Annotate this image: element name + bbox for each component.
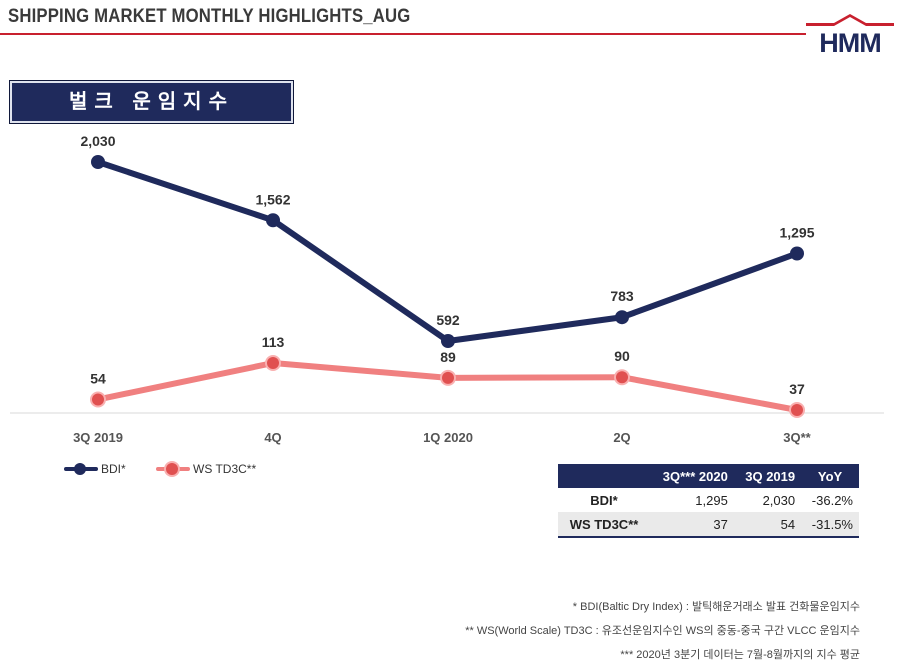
data-point-ws	[442, 371, 454, 384]
data-point-ws	[92, 393, 104, 406]
row-label-bdi: BDI*	[590, 492, 618, 508]
legend-line-bdi	[64, 463, 98, 475]
cell-ws-yoy: -31.5%	[801, 512, 859, 537]
page-title: SHIPPING MARKET MONTHLY HIGHLIGHTS_AUG	[8, 6, 411, 27]
row-label-ws: WS TD3C**	[558, 512, 650, 537]
x-tick-label: 3Q 2019	[73, 430, 123, 445]
summary-header-row: 3Q*** 2020 3Q 2019 YoY	[558, 464, 859, 488]
legend-item-bdi: BDI*	[64, 462, 126, 476]
logo-chevron	[806, 14, 894, 26]
data-label-ws: 90	[614, 348, 630, 364]
legend-item-ws: WS TD3C**	[156, 462, 256, 476]
data-label-bdi: 1,562	[255, 191, 290, 207]
summary-header-3q2019: 3Q 2019	[733, 464, 802, 488]
cell-bdi-3q2019: 2,030	[762, 492, 796, 508]
data-label-bdi: 783	[610, 288, 634, 304]
x-tick-label: 4Q	[264, 430, 281, 445]
section-title-box: 벌크 운임지수	[9, 80, 294, 124]
legend-marker-ws	[166, 463, 178, 475]
cell-ws-3q2019: 54	[733, 512, 802, 537]
data-label-ws: 113	[262, 334, 285, 350]
title-rule	[0, 33, 806, 35]
data-point-bdi	[441, 334, 455, 348]
table-row: WS TD3C** 37 54 -31.5%	[558, 512, 859, 537]
footnote-ws: ** WS(World Scale) TD3C : 유조선운임지수인 WS의 중…	[465, 625, 860, 637]
data-label-ws: 54	[90, 370, 106, 386]
footnotes: * BDI(Baltic Dry Index) : 발틱해운거래소 발표 건화물…	[465, 595, 860, 667]
legend-label-ws: WS TD3C**	[193, 462, 257, 476]
legend-label-bdi: BDI*	[101, 462, 126, 476]
summary-table: 3Q*** 2020 3Q 2019 YoY BDI* 1,295 2,030 …	[558, 464, 859, 538]
summary-header-3q2020: 3Q*** 2020	[650, 464, 734, 488]
cell-bdi-yoy: -36.2%	[811, 492, 853, 508]
footnote-bdi: * BDI(Baltic Dry Index) : 발틱해운거래소 발표 건화물…	[572, 601, 860, 613]
x-tick-label: 2Q	[613, 430, 630, 445]
line-chart: 3Q 2019 4Q 1Q 2020 2Q 3Q** 54 113 89 90 37 2,030 1,…	[10, 133, 884, 445]
data-point-ws	[791, 404, 803, 416]
data-point-bdi	[266, 213, 280, 228]
data-point-bdi	[91, 155, 105, 169]
summary-header-yoy: YoY	[801, 464, 859, 488]
logo-text: HMM	[819, 28, 880, 56]
data-label-bdi: 1,295	[779, 224, 814, 240]
data-label-bdi: 592	[436, 312, 460, 328]
data-label-ws: 89	[440, 349, 456, 365]
table-row: BDI* 1,295 2,030 -36.2%	[558, 488, 859, 512]
data-point-ws	[267, 357, 279, 369]
data-point-ws	[616, 371, 628, 384]
x-tick-label: 1Q 2020	[423, 430, 473, 445]
data-point-bdi	[790, 246, 804, 261]
x-tick-label: 3Q**	[783, 430, 811, 445]
cell-ws-3q2020: 37	[650, 512, 734, 537]
section-title: 벌크 운임지수	[69, 91, 234, 113]
data-point-bdi	[615, 310, 629, 325]
footnote-3q: *** 2020년 3분기 데이터는 7월-8월까지의 지수 평균	[620, 649, 860, 661]
legend-line-ws	[156, 463, 190, 475]
data-label-bdi: 2,030	[80, 133, 115, 149]
summary-header-blank	[558, 464, 650, 488]
legend-marker-bdi	[74, 463, 86, 475]
data-label-ws: 37	[789, 381, 805, 397]
cell-bdi-3q2020: 1,295	[695, 492, 728, 508]
hmm-logo: HMM	[806, 14, 894, 56]
